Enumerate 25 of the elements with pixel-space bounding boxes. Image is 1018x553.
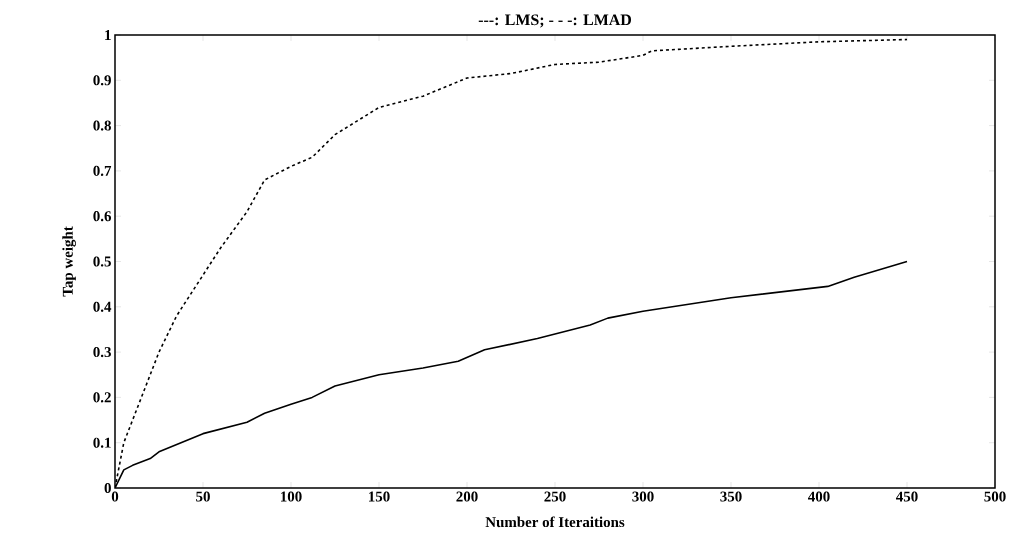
y-tick-label: 1 — [105, 30, 111, 40]
x-tick-label: 250 — [544, 491, 566, 502]
y-tick-label: 0.8 — [93, 120, 111, 131]
x-tick-label: 400 — [808, 491, 830, 502]
y-tick-label: 0.5 — [93, 256, 111, 267]
x-tick-label: 50 — [196, 491, 210, 502]
x-tick-label: 300 — [632, 491, 654, 502]
x-tick-label: 150 — [369, 491, 390, 502]
y-tick-label: 0.1 — [93, 437, 111, 448]
y-tick-label: 0.7 — [93, 165, 112, 176]
y-tick-label: 0.3 — [93, 347, 111, 358]
x-tick-label: 0 — [111, 491, 119, 502]
x-tick-label: 100 — [281, 491, 302, 502]
y-tick-label: 0.6 — [93, 211, 112, 222]
x-tick-label: 200 — [456, 491, 478, 502]
x-tick-label: 500 — [984, 491, 1006, 502]
x-tick-label: 450 — [896, 491, 918, 502]
y-axis-title: Tap weight — [62, 226, 76, 297]
y-tick-label: 0.9 — [93, 75, 111, 86]
y-tick-label: 0.4 — [93, 301, 112, 312]
x-axis-title: Number of Iteraitions — [485, 516, 625, 528]
x-tick-label: 350 — [720, 491, 742, 502]
y-tick-label: 0 — [104, 482, 111, 494]
chart-title: ---: LMS; - - -: LMAD — [478, 14, 632, 28]
y-tick-label: 0.2 — [93, 392, 111, 403]
